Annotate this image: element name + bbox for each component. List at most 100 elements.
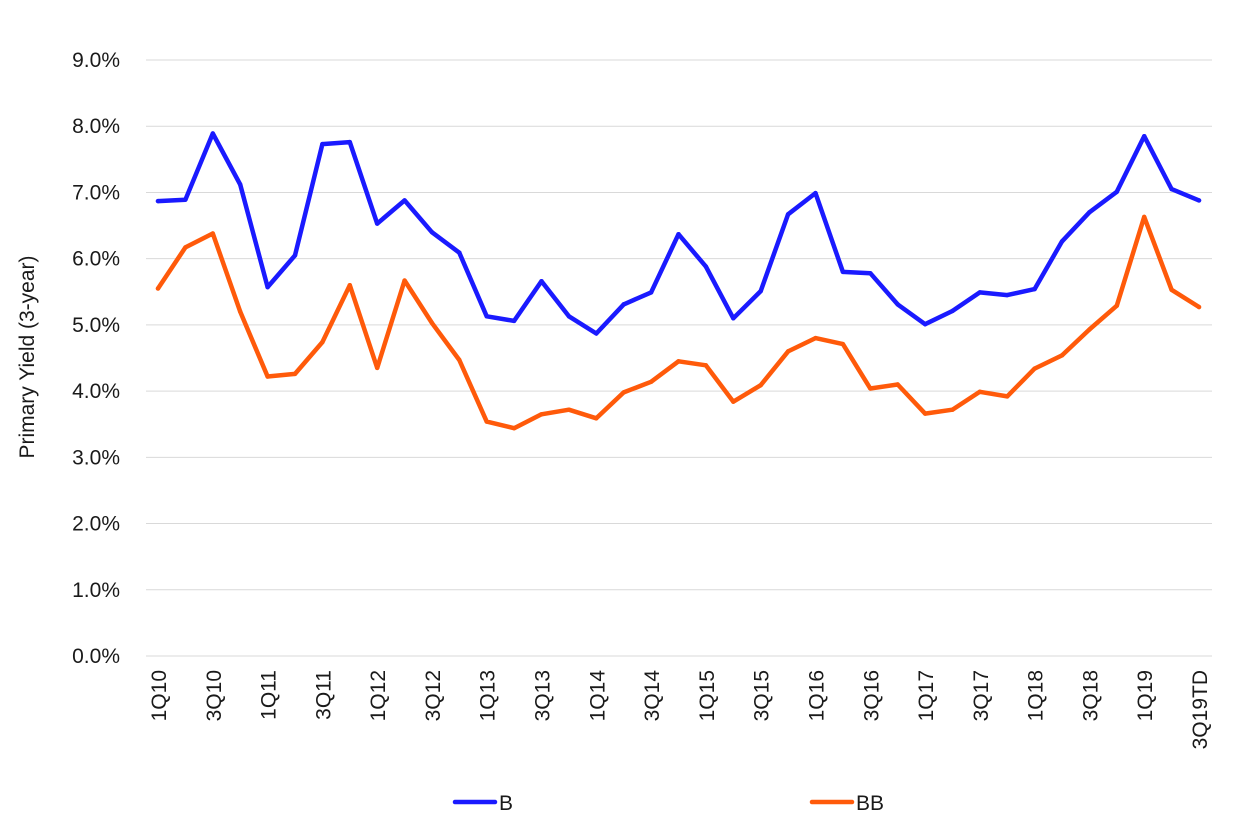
data-point-bb <box>1114 303 1120 308</box>
data-point-bb <box>731 399 736 404</box>
data-point-bb <box>1005 394 1010 399</box>
data-point-bb <box>1196 304 1202 310</box>
data-point-bb <box>950 407 955 412</box>
x-tick-label: 1Q19 <box>1134 670 1157 721</box>
x-tick-label: 3Q11 <box>312 670 335 720</box>
data-point-bb <box>511 425 517 431</box>
data-point-bb <box>1032 366 1037 371</box>
x-tick-label: 3Q19TD <box>1189 670 1212 749</box>
data-point-b <box>539 278 544 284</box>
data-point-bb <box>840 341 846 347</box>
data-point-b <box>703 264 709 269</box>
data-point-b <box>1087 210 1092 215</box>
data-point-bb <box>347 282 352 288</box>
data-point-bb <box>758 382 763 388</box>
y-tick-label: 3.0% <box>72 446 120 469</box>
data-point-b <box>1114 189 1120 194</box>
data-point-bb <box>922 411 928 416</box>
x-tick-label: 3Q14 <box>641 670 664 722</box>
data-point-b <box>183 197 188 202</box>
series-lines <box>155 131 1202 431</box>
y-tick-label: 6.0% <box>72 248 120 271</box>
data-point-bb <box>895 382 900 387</box>
x-tick-label: 3Q16 <box>860 670 883 721</box>
data-point-bb <box>457 357 462 363</box>
data-point-bb <box>484 419 489 424</box>
data-point-bb <box>402 278 407 283</box>
data-point-b <box>457 250 462 255</box>
data-point-b <box>347 139 352 145</box>
x-tick-label: 1Q18 <box>1025 670 1048 721</box>
data-point-bb <box>977 389 983 394</box>
y-tick-label: 9.0% <box>72 49 120 72</box>
data-point-bb <box>183 245 188 250</box>
x-tick-label: 1Q11 <box>258 670 281 720</box>
data-point-b <box>292 253 298 258</box>
data-point-b <box>374 221 380 226</box>
data-point-b <box>237 182 243 187</box>
y-tick-label: 4.0% <box>72 380 120 403</box>
data-point-bb <box>594 416 599 421</box>
data-point-bb <box>703 363 709 368</box>
x-tick-label: 3Q15 <box>751 670 774 721</box>
data-point-b <box>1032 286 1037 292</box>
data-point-b <box>429 229 435 235</box>
x-tick-label: 1Q15 <box>696 670 719 721</box>
data-point-bb <box>1059 353 1065 358</box>
data-point-bb <box>813 335 818 341</box>
y-axis-title: Primary Yield (3-year) <box>16 255 39 458</box>
x-tick-label: 3Q13 <box>532 670 555 721</box>
data-point-b <box>731 316 736 321</box>
data-point-bb <box>155 286 161 291</box>
data-point-b <box>621 302 626 307</box>
data-point-b <box>1169 186 1174 192</box>
y-tick-label: 1.0% <box>72 579 120 602</box>
data-point-b <box>895 302 900 307</box>
data-point-bb <box>292 371 298 377</box>
y-tick-label: 2.0% <box>72 513 120 536</box>
data-point-bb <box>539 412 544 417</box>
data-point-b <box>594 331 599 336</box>
data-point-b <box>758 288 763 294</box>
legend: B BB <box>452 792 884 815</box>
data-point-b <box>484 314 489 319</box>
data-point-bb <box>237 309 243 314</box>
x-tick-label: 3Q10 <box>203 670 226 721</box>
data-point-b <box>402 198 407 203</box>
data-point-b <box>1059 239 1065 244</box>
x-tick-label: 1Q13 <box>477 670 500 721</box>
data-point-b <box>950 308 955 314</box>
x-tick-label: 3Q17 <box>970 670 993 721</box>
data-point-b <box>210 131 215 136</box>
data-point-bb <box>265 374 270 379</box>
data-point-b <box>868 271 873 276</box>
data-point-b <box>1142 133 1147 139</box>
data-point-bb <box>785 349 791 354</box>
data-point-bb <box>676 359 681 364</box>
data-point-b <box>511 318 517 324</box>
data-point-b <box>977 290 983 295</box>
data-point-b <box>648 290 654 295</box>
data-point-b <box>676 231 681 237</box>
y-tick-label: 8.0% <box>72 115 120 138</box>
data-point-bb <box>1142 214 1147 220</box>
data-point-b <box>922 322 928 327</box>
y-tick-label: 5.0% <box>72 314 120 337</box>
data-point-bb <box>1169 287 1174 292</box>
data-point-b <box>1005 292 1010 298</box>
gridlines <box>146 59 1212 657</box>
x-axis-ticks: 1Q10 3Q10 1Q11 3Q11 1Q12 3Q12 1Q13 3Q13 1Q14 3Q14… <box>148 670 1212 750</box>
x-tick-label: 1Q17 <box>915 670 938 721</box>
data-point-bb <box>429 320 435 326</box>
x-tick-label: 1Q16 <box>805 670 828 721</box>
x-tick-label: 3Q18 <box>1079 670 1102 721</box>
data-point-b <box>566 314 572 319</box>
x-tick-label: 3Q12 <box>422 670 445 721</box>
data-point-bb <box>210 231 215 236</box>
y-tick-label: 7.0% <box>72 181 120 204</box>
data-point-bb <box>374 365 380 371</box>
y-axis-ticks: 0.0% 1.0% 2.0% 3.0% 4.0% 5.0% 6.0% 7.0% 8.0% 9.0% <box>72 49 120 668</box>
x-tick-label: 1Q14 <box>586 670 609 722</box>
data-point-b <box>785 212 791 217</box>
